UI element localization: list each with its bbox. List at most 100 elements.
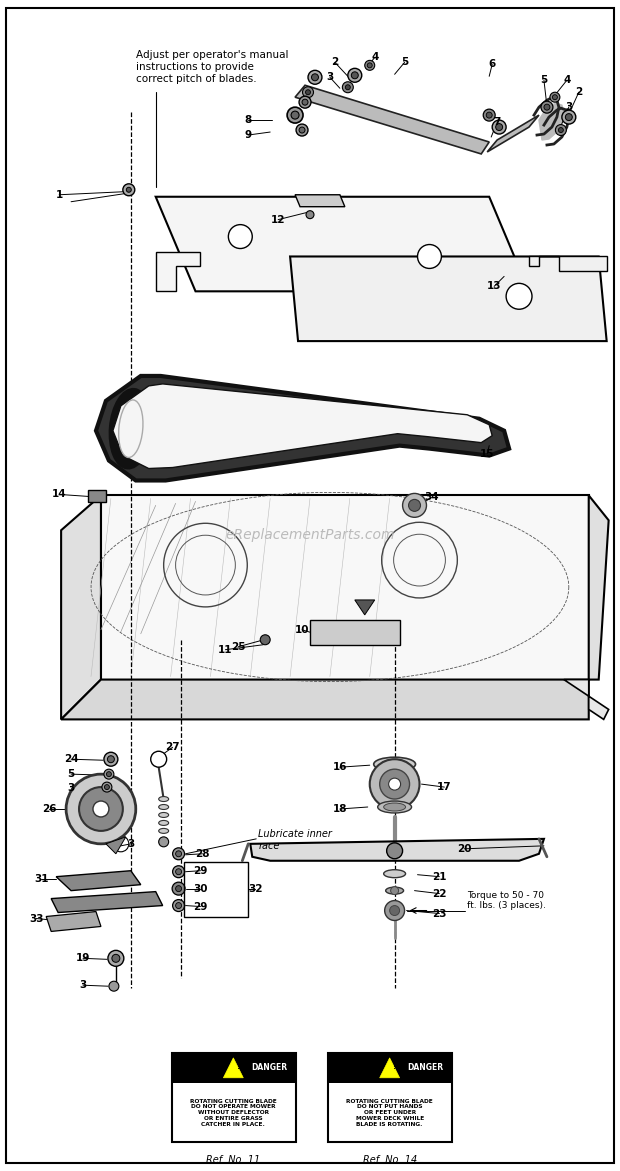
- Circle shape: [172, 899, 185, 911]
- Bar: [184, 862, 248, 917]
- Ellipse shape: [384, 803, 405, 812]
- Circle shape: [370, 759, 420, 809]
- Circle shape: [104, 769, 114, 779]
- Polygon shape: [156, 252, 200, 292]
- Polygon shape: [51, 891, 162, 912]
- Ellipse shape: [374, 758, 415, 772]
- Bar: [328, 1053, 453, 1083]
- Polygon shape: [379, 1057, 400, 1077]
- Circle shape: [102, 782, 112, 792]
- Circle shape: [308, 70, 322, 84]
- Circle shape: [367, 63, 372, 68]
- Polygon shape: [56, 871, 141, 891]
- Text: eReplacementParts.com: eReplacementParts.com: [225, 528, 395, 542]
- Text: Ref. No. 14: Ref. No. 14: [363, 1156, 417, 1165]
- Bar: [172, 1053, 296, 1143]
- Circle shape: [260, 635, 270, 645]
- Polygon shape: [96, 376, 509, 480]
- Text: 3: 3: [565, 102, 572, 112]
- Text: 20: 20: [457, 844, 472, 854]
- Text: 3: 3: [79, 980, 87, 991]
- Polygon shape: [101, 495, 589, 679]
- Polygon shape: [223, 1057, 243, 1077]
- Circle shape: [556, 124, 566, 136]
- Circle shape: [175, 869, 182, 875]
- Circle shape: [345, 84, 350, 90]
- Polygon shape: [88, 491, 106, 502]
- Text: 29: 29: [193, 902, 208, 911]
- Text: Lubricate inner
race: Lubricate inner race: [259, 829, 332, 850]
- Text: 2: 2: [575, 87, 582, 97]
- Text: 17: 17: [437, 782, 452, 792]
- Text: 4: 4: [563, 75, 570, 85]
- Circle shape: [387, 843, 402, 858]
- Circle shape: [175, 885, 182, 891]
- Ellipse shape: [381, 760, 409, 768]
- Ellipse shape: [384, 870, 405, 878]
- Circle shape: [559, 128, 564, 132]
- Circle shape: [562, 110, 576, 124]
- Circle shape: [104, 785, 109, 789]
- Polygon shape: [290, 256, 606, 341]
- Circle shape: [287, 108, 303, 123]
- Polygon shape: [564, 679, 609, 719]
- Circle shape: [93, 801, 109, 817]
- Circle shape: [352, 71, 358, 78]
- Polygon shape: [250, 838, 544, 861]
- Text: 12: 12: [271, 214, 285, 225]
- Text: 21: 21: [432, 871, 446, 882]
- Circle shape: [126, 187, 131, 192]
- Bar: [172, 1053, 296, 1083]
- Text: 15: 15: [480, 448, 495, 459]
- Circle shape: [303, 87, 314, 97]
- Text: 33: 33: [29, 913, 43, 924]
- Text: 30: 30: [193, 884, 208, 893]
- Circle shape: [302, 100, 308, 105]
- Circle shape: [296, 124, 308, 136]
- Circle shape: [228, 225, 252, 248]
- Circle shape: [306, 211, 314, 219]
- Circle shape: [541, 101, 553, 114]
- Circle shape: [109, 981, 119, 991]
- Text: 5: 5: [401, 57, 408, 68]
- Circle shape: [384, 900, 405, 920]
- Circle shape: [342, 82, 353, 93]
- Text: DANGER: DANGER: [251, 1063, 288, 1073]
- Text: 13: 13: [487, 281, 502, 292]
- Text: 31: 31: [34, 874, 48, 884]
- Circle shape: [483, 109, 495, 121]
- Text: !: !: [393, 1063, 396, 1070]
- Text: 11: 11: [218, 645, 232, 655]
- Text: 10: 10: [294, 625, 309, 635]
- Circle shape: [495, 124, 503, 130]
- Circle shape: [565, 114, 572, 121]
- Text: 8: 8: [245, 115, 252, 125]
- Ellipse shape: [118, 400, 143, 458]
- Polygon shape: [295, 85, 489, 153]
- Polygon shape: [529, 256, 606, 272]
- Circle shape: [402, 493, 427, 518]
- Circle shape: [159, 837, 169, 847]
- Text: 29: 29: [193, 865, 208, 876]
- Polygon shape: [156, 197, 529, 292]
- Ellipse shape: [159, 804, 169, 809]
- Circle shape: [492, 121, 506, 133]
- Text: 4: 4: [371, 53, 378, 62]
- Text: 14: 14: [52, 489, 66, 499]
- Text: 22: 22: [432, 889, 446, 898]
- Ellipse shape: [386, 888, 404, 895]
- Circle shape: [550, 93, 560, 102]
- Polygon shape: [355, 600, 374, 615]
- Text: 1: 1: [56, 190, 63, 200]
- Text: DANGER: DANGER: [407, 1063, 444, 1073]
- Circle shape: [112, 954, 120, 963]
- Circle shape: [365, 61, 374, 70]
- Text: 3: 3: [326, 73, 334, 82]
- Circle shape: [299, 96, 311, 108]
- Circle shape: [379, 769, 410, 799]
- Circle shape: [417, 245, 441, 268]
- Circle shape: [172, 865, 185, 878]
- Circle shape: [389, 779, 401, 790]
- Circle shape: [107, 772, 112, 776]
- Circle shape: [389, 905, 400, 916]
